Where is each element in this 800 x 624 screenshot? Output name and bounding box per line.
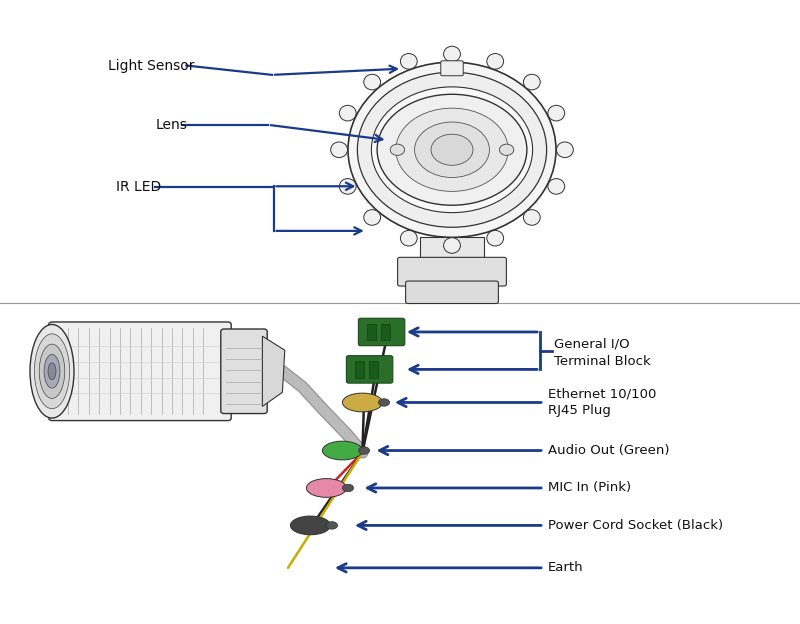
Ellipse shape bbox=[48, 363, 56, 379]
Ellipse shape bbox=[348, 62, 556, 237]
Text: IR LED: IR LED bbox=[116, 180, 162, 194]
FancyBboxPatch shape bbox=[367, 324, 376, 340]
Ellipse shape bbox=[290, 516, 330, 535]
Ellipse shape bbox=[487, 230, 504, 246]
Ellipse shape bbox=[364, 210, 381, 225]
Ellipse shape bbox=[371, 87, 533, 213]
Text: General I/O
Terminal Block: General I/O Terminal Block bbox=[554, 338, 651, 368]
Ellipse shape bbox=[358, 447, 370, 454]
Ellipse shape bbox=[443, 46, 460, 62]
Text: Ethernet 10/100
RJ45 Plug: Ethernet 10/100 RJ45 Plug bbox=[548, 388, 656, 417]
Ellipse shape bbox=[326, 522, 338, 529]
FancyBboxPatch shape bbox=[441, 61, 463, 76]
Ellipse shape bbox=[342, 393, 382, 412]
Ellipse shape bbox=[30, 324, 74, 418]
Ellipse shape bbox=[400, 54, 417, 69]
Text: Light Sensor: Light Sensor bbox=[108, 59, 194, 72]
FancyBboxPatch shape bbox=[381, 324, 390, 340]
Ellipse shape bbox=[342, 484, 354, 492]
Ellipse shape bbox=[548, 105, 565, 121]
Ellipse shape bbox=[364, 74, 381, 90]
Ellipse shape bbox=[339, 105, 356, 121]
Ellipse shape bbox=[557, 142, 574, 158]
Ellipse shape bbox=[330, 142, 347, 158]
Circle shape bbox=[499, 144, 514, 155]
Ellipse shape bbox=[39, 344, 65, 398]
Ellipse shape bbox=[322, 441, 362, 460]
FancyBboxPatch shape bbox=[355, 361, 364, 378]
FancyBboxPatch shape bbox=[398, 257, 506, 286]
Ellipse shape bbox=[306, 479, 346, 497]
Text: Earth: Earth bbox=[548, 562, 584, 574]
Ellipse shape bbox=[548, 178, 565, 194]
FancyBboxPatch shape bbox=[346, 356, 393, 383]
Ellipse shape bbox=[414, 122, 490, 177]
FancyBboxPatch shape bbox=[406, 281, 498, 303]
Ellipse shape bbox=[44, 354, 60, 388]
Text: Audio Out (Green): Audio Out (Green) bbox=[548, 444, 670, 457]
Ellipse shape bbox=[431, 134, 473, 165]
Ellipse shape bbox=[339, 178, 356, 194]
Ellipse shape bbox=[523, 74, 540, 90]
Ellipse shape bbox=[443, 238, 460, 253]
Polygon shape bbox=[262, 336, 285, 406]
Ellipse shape bbox=[396, 108, 508, 192]
Text: Power Cord Socket (Black): Power Cord Socket (Black) bbox=[548, 519, 723, 532]
Ellipse shape bbox=[523, 210, 540, 225]
FancyBboxPatch shape bbox=[221, 329, 267, 414]
Ellipse shape bbox=[400, 230, 417, 246]
Text: Lens: Lens bbox=[156, 118, 188, 132]
Ellipse shape bbox=[487, 54, 504, 69]
Ellipse shape bbox=[358, 72, 546, 227]
Ellipse shape bbox=[377, 94, 527, 205]
FancyBboxPatch shape bbox=[420, 237, 484, 259]
FancyBboxPatch shape bbox=[49, 322, 231, 421]
Circle shape bbox=[390, 144, 405, 155]
Ellipse shape bbox=[34, 334, 70, 409]
Text: MIC In (Pink): MIC In (Pink) bbox=[548, 482, 631, 494]
FancyBboxPatch shape bbox=[369, 361, 378, 378]
Ellipse shape bbox=[378, 399, 390, 406]
FancyBboxPatch shape bbox=[358, 318, 405, 346]
